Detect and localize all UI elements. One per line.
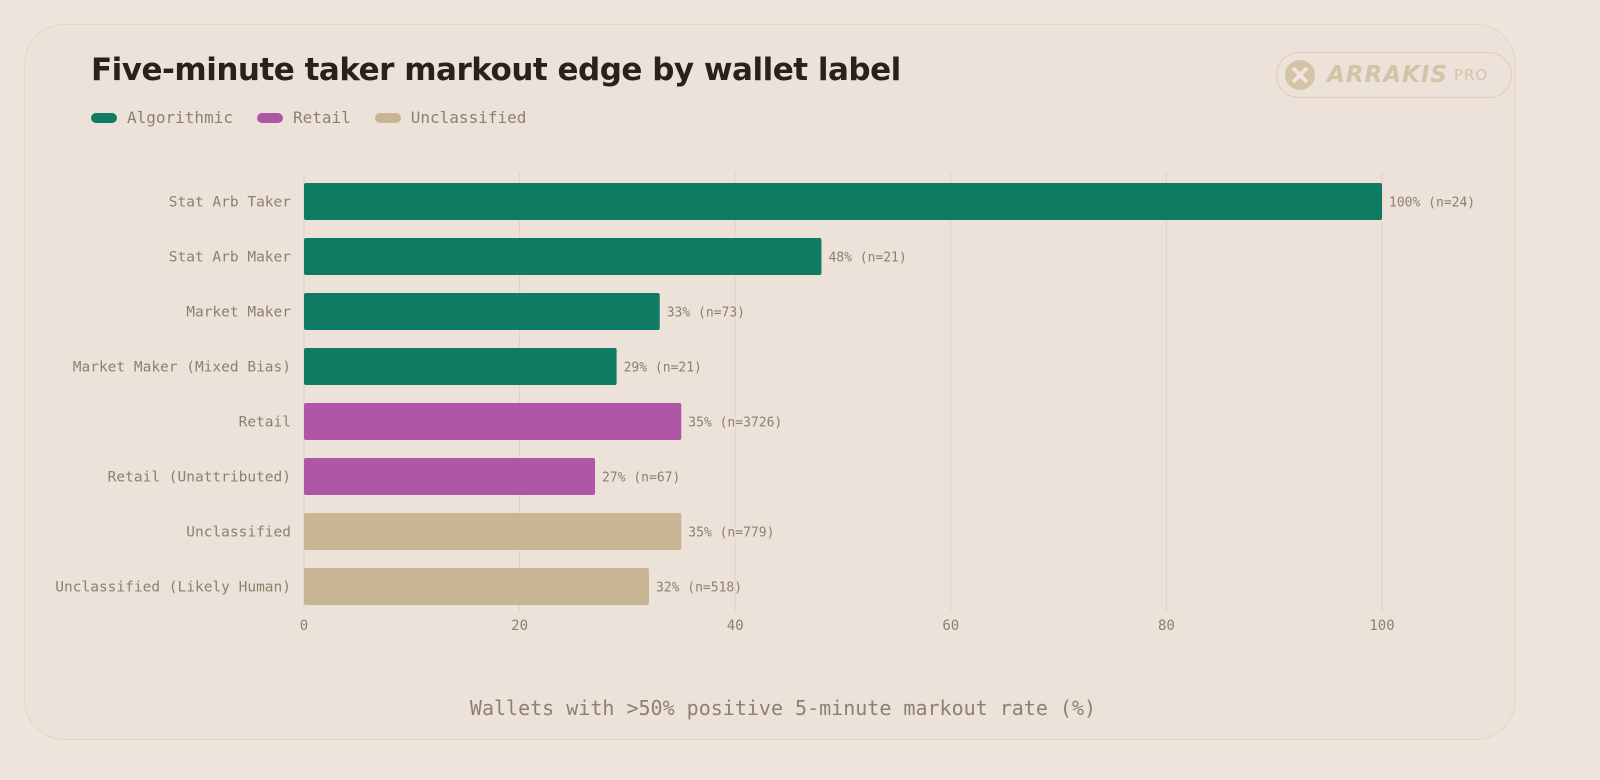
chart-card xyxy=(24,24,1516,740)
category-label-retail-unattributed: Retail (Unattributed) xyxy=(108,470,291,486)
legend: Algorithmic Retail Unclassified xyxy=(91,108,550,127)
value-label-unclassified-likely-human: 32% (n=518) xyxy=(656,581,742,596)
value-label-retail: 35% (n=3726) xyxy=(688,416,782,431)
legend-item-unclassified: Unclassified xyxy=(374,108,527,127)
x-tick-label-100: 100 xyxy=(1369,618,1394,634)
legend-item-retail: Retail xyxy=(256,108,351,127)
legend-label-algorithmic: Algorithmic xyxy=(127,108,233,127)
x-tick-label-0: 0 xyxy=(300,618,308,634)
legend-label-retail: Retail xyxy=(292,108,351,127)
x-tick-label-80: 80 xyxy=(1158,618,1175,634)
x-tick-label-20: 20 xyxy=(511,618,528,634)
value-label-unclassified: 35% (n=779) xyxy=(688,526,774,541)
category-label-retail: Retail xyxy=(239,415,291,431)
bar-unclassified-likely-human xyxy=(304,568,649,605)
category-label-unclassified-likely-human: Unclassified (Likely Human) xyxy=(55,580,291,596)
legend-swatch-retail xyxy=(256,112,283,123)
legend-label-unclassified: Unclassified xyxy=(410,108,527,127)
badge-name: ARRAKIS xyxy=(1327,62,1448,88)
value-label-market-maker: 33% (n=73) xyxy=(667,306,745,321)
category-label-stat-arb-taker: Stat Arb Taker xyxy=(169,195,291,211)
value-label-stat-arb-taker: 100% (n=24) xyxy=(1389,196,1475,211)
bar-unclassified xyxy=(304,513,682,550)
bar-market-maker xyxy=(304,293,660,330)
category-label-market-maker-mixed-bias: Market Maker (Mixed Bias) xyxy=(73,360,291,376)
value-label-retail-unattributed: 27% (n=67) xyxy=(602,471,680,486)
x-axis-title: Wallets with >50% positive 5-minute mark… xyxy=(469,696,1097,720)
category-label-stat-arb-maker: Stat Arb Maker xyxy=(169,250,291,266)
bar-stat-arb-taker xyxy=(304,183,1382,220)
value-label-market-maker-mixed-bias: 29% (n=21) xyxy=(624,361,702,376)
legend-swatch-algorithmic xyxy=(91,112,117,123)
x-tick-label-40: 40 xyxy=(727,618,744,634)
legend-swatch-unclassified xyxy=(374,112,401,123)
value-label-stat-arb-maker: 48% (n=21) xyxy=(828,251,906,266)
x-tick-label-60: 60 xyxy=(942,618,959,634)
bar-market-maker-mixed-bias xyxy=(304,348,617,385)
chart-title: Five-minute taker markout edge by wallet… xyxy=(91,52,901,88)
legend-item-algorithmic: Algorithmic xyxy=(91,108,233,127)
bar-retail xyxy=(304,403,682,440)
category-label-market-maker: Market Maker xyxy=(186,305,291,321)
badge-suffix: PRO xyxy=(1453,66,1489,84)
bar-stat-arb-maker xyxy=(304,238,822,275)
arrakis-pro-badge: ARRAKIS PRO xyxy=(1276,52,1512,98)
category-label-unclassified: Unclassified xyxy=(186,525,291,541)
bar-retail-unattributed xyxy=(304,458,596,495)
arrakis-logo-icon xyxy=(1285,60,1315,90)
